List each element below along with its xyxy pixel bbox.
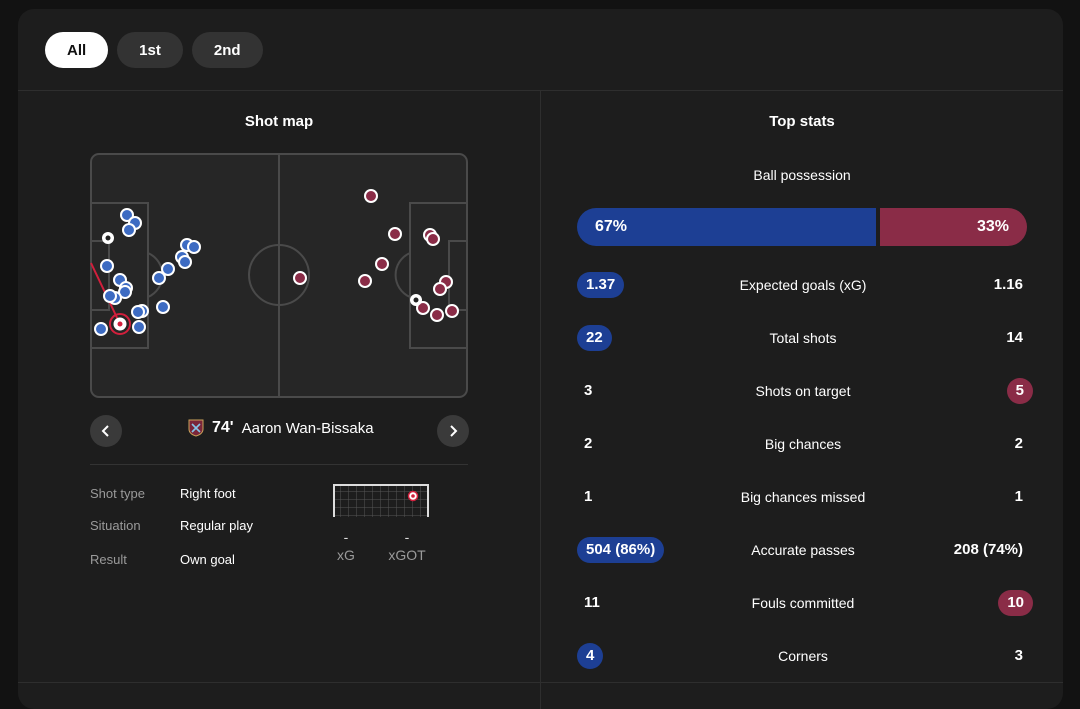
shot-marker[interactable] bbox=[100, 259, 114, 273]
stat-home-value: 22 bbox=[577, 325, 612, 351]
stat-home-value: 2 bbox=[584, 435, 593, 452]
shot-details-divider bbox=[90, 464, 468, 465]
shot-marker[interactable] bbox=[122, 223, 136, 237]
stat-away-value: 2 bbox=[1014, 435, 1023, 452]
xgot-label: xGOT bbox=[388, 547, 426, 563]
chevron-left-icon bbox=[101, 425, 109, 437]
top-stats-title: Top stats bbox=[769, 113, 835, 130]
xgot-block: - xGOT bbox=[384, 529, 430, 563]
shot-type-label: Shot type bbox=[90, 486, 145, 501]
shot-marker[interactable] bbox=[178, 255, 192, 269]
shot-marker[interactable] bbox=[120, 208, 134, 222]
xg-value: - bbox=[343, 529, 349, 545]
shot-type-value: Right foot bbox=[180, 486, 236, 501]
possession-home-bar: 67% bbox=[577, 208, 876, 246]
shot-marker[interactable] bbox=[430, 308, 444, 322]
shot-marker[interactable] bbox=[293, 271, 307, 285]
stat-home-value: 1.37 bbox=[577, 272, 625, 298]
result-value: Own goal bbox=[180, 552, 235, 567]
previous-shot-button[interactable] bbox=[90, 415, 122, 447]
xg-label: xG bbox=[337, 547, 355, 563]
west-ham-crest-icon bbox=[188, 419, 204, 437]
stat-label: Corners bbox=[778, 648, 828, 664]
stat-label: Big chances bbox=[764, 436, 842, 452]
shot-map-title: Shot map bbox=[244, 113, 314, 130]
shot-marker[interactable] bbox=[426, 232, 440, 246]
column-divider bbox=[540, 91, 541, 709]
stat-label: Fouls committed bbox=[751, 595, 855, 611]
stat-home-value: 3 bbox=[584, 382, 593, 399]
shot-marker[interactable] bbox=[364, 189, 378, 203]
xg-block: - xG bbox=[330, 529, 362, 563]
stat-row-corners: 4 Corners 3 bbox=[573, 642, 1033, 670]
shot-marker[interactable] bbox=[161, 262, 175, 276]
stat-label: Accurate passes bbox=[751, 542, 855, 558]
shot-marker[interactable] bbox=[187, 240, 201, 254]
stat-row-big-chances: 2 Big chances 2 bbox=[573, 430, 1033, 458]
shot-player-name: Aaron Wan-Bissaka bbox=[241, 419, 374, 437]
possession-away-bar: 33% bbox=[880, 208, 1027, 246]
stat-away-value: 3 bbox=[1014, 647, 1023, 664]
stat-home-value: 1 bbox=[584, 488, 593, 505]
next-shot-button[interactable] bbox=[437, 415, 469, 447]
stat-home-value: 11 bbox=[584, 594, 600, 611]
goal-marker-icon[interactable] bbox=[410, 294, 422, 306]
selected-shot-marker[interactable] bbox=[109, 313, 131, 335]
shot-map-pitch[interactable] bbox=[90, 153, 468, 398]
stat-label: Total shots bbox=[769, 330, 837, 346]
stat-row-accurate-passes: 504 (86%) Accurate passes 208 (74%) bbox=[573, 536, 1033, 564]
tab-second-half[interactable]: 2nd bbox=[191, 32, 263, 68]
stat-away-value: 5 bbox=[1006, 378, 1033, 404]
stat-row-total-shots: 22 Total shots 14 bbox=[573, 324, 1033, 352]
stat-away-value: 10 bbox=[998, 590, 1033, 616]
stat-label: Big chances missed bbox=[740, 489, 866, 505]
possession-label: Ball possession bbox=[753, 167, 851, 183]
shot-marker[interactable] bbox=[156, 300, 170, 314]
chevron-right-icon bbox=[450, 425, 458, 437]
xgot-value: - bbox=[404, 529, 410, 545]
stat-row-fouls-committed: 11 Fouls committed 10 bbox=[573, 589, 1033, 617]
situation-value: Regular play bbox=[180, 518, 253, 533]
tab-first-half[interactable]: 1st bbox=[117, 32, 183, 68]
shot-marker[interactable] bbox=[433, 282, 447, 296]
stat-row-xg: 1.37 Expected goals (xG) 1.16 bbox=[573, 271, 1033, 299]
result-label: Result bbox=[90, 552, 127, 567]
goal-frame-diagram bbox=[333, 484, 429, 517]
shot-marker[interactable] bbox=[445, 304, 459, 318]
shot-marker[interactable] bbox=[94, 322, 108, 336]
stat-label: Shots on target bbox=[755, 383, 851, 399]
shot-marker[interactable] bbox=[131, 305, 145, 319]
tab-all[interactable]: All bbox=[45, 32, 109, 68]
possession-away-value: 33% bbox=[976, 218, 1009, 235]
shot-marker[interactable] bbox=[358, 274, 372, 288]
stat-label: Expected goals (xG) bbox=[739, 277, 867, 293]
stat-away-value: 14 bbox=[1006, 329, 1023, 346]
stat-row-shots-on-target: 3 Shots on target 5 bbox=[573, 377, 1033, 405]
stat-away-value: 1 bbox=[1014, 488, 1023, 505]
possession-home-value: 67% bbox=[595, 218, 628, 235]
period-tabs: All 1st 2nd bbox=[45, 32, 263, 68]
shot-marker[interactable] bbox=[118, 285, 132, 299]
header-divider bbox=[18, 90, 1063, 91]
shot-marker[interactable] bbox=[103, 289, 117, 303]
shot-marker[interactable] bbox=[416, 301, 430, 315]
stat-home-value: 504 (86%) bbox=[577, 537, 665, 563]
match-stats-card: All 1st 2nd Shot map bbox=[18, 9, 1063, 709]
shot-marker[interactable] bbox=[152, 271, 166, 285]
situation-label: Situation bbox=[90, 518, 141, 533]
shot-marker[interactable] bbox=[132, 320, 146, 334]
footer-divider bbox=[18, 682, 1063, 683]
shot-marker[interactable] bbox=[375, 257, 389, 271]
stat-away-value: 208 (74%) bbox=[953, 541, 1023, 558]
stat-away-value: 1.16 bbox=[993, 276, 1023, 293]
stat-home-value: 4 bbox=[577, 643, 604, 669]
shot-marker[interactable] bbox=[388, 227, 402, 241]
goal-marker-icon[interactable] bbox=[102, 232, 114, 244]
stat-row-big-chances-missed: 1 Big chances missed 1 bbox=[573, 483, 1033, 511]
selected-shot-info: 74' Aaron Wan-Bissaka bbox=[188, 419, 374, 437]
shot-minute: 74' bbox=[212, 419, 234, 436]
